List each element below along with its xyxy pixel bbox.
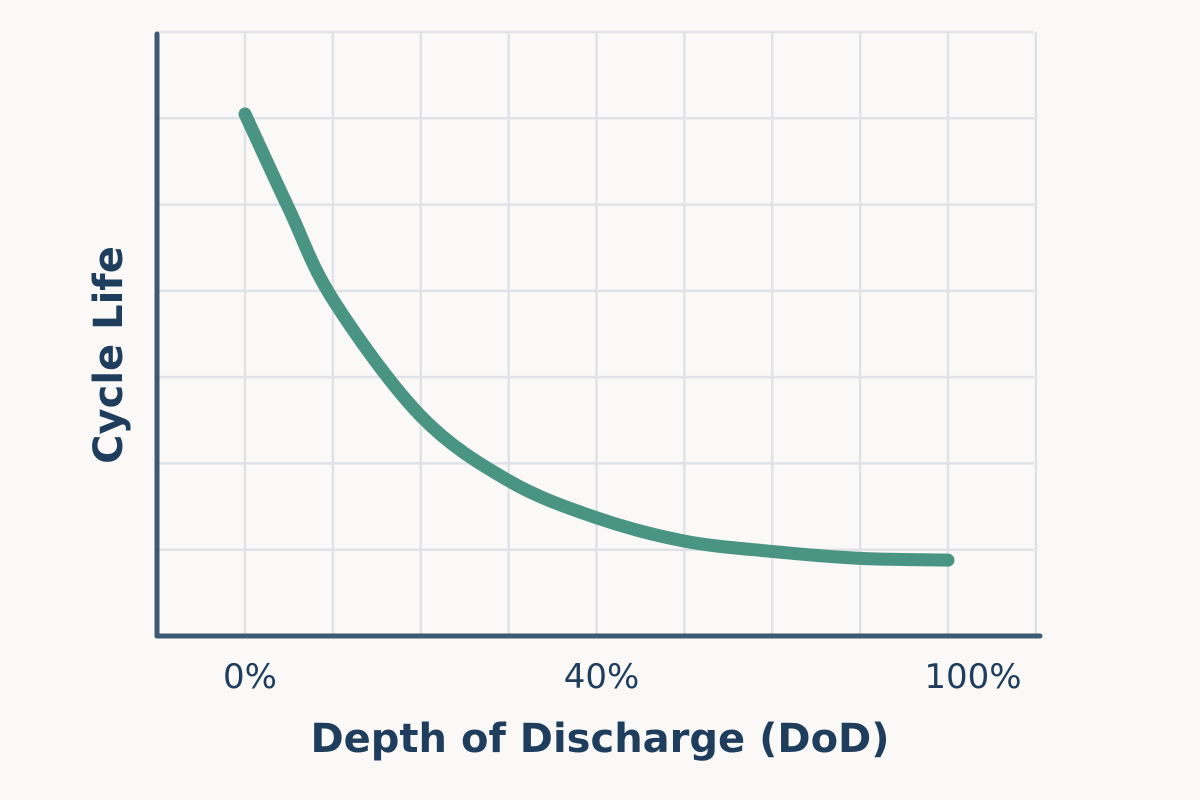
x-axis-title: Depth of Discharge (DoD) (310, 716, 889, 762)
series-line (238, 107, 955, 567)
x-tick-label: 100% (924, 657, 1021, 697)
x-tick-label: 0% (223, 657, 277, 697)
y-axis-title: Cycle Life (86, 246, 132, 464)
x-tick-label: 40% (564, 657, 640, 697)
grid (157, 30, 1038, 636)
